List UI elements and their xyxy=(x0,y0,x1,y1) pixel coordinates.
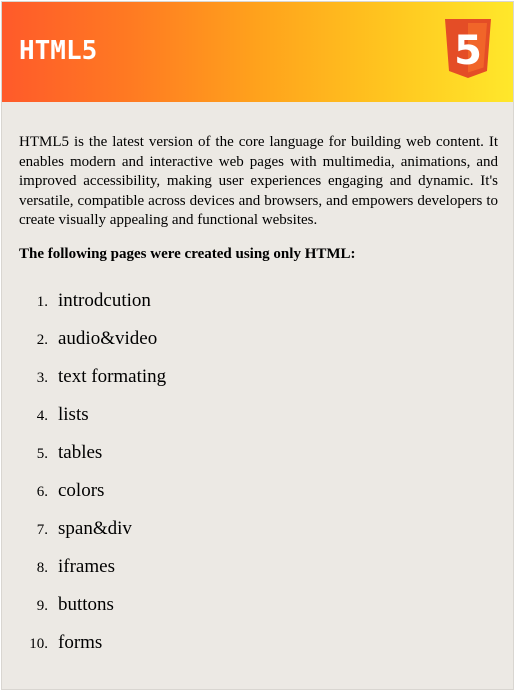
list-item[interactable]: 10. forms xyxy=(19,624,498,662)
list-item[interactable]: 9. buttons xyxy=(19,586,498,624)
list-item-number: 6. xyxy=(36,483,48,500)
list-item-number: 7. xyxy=(36,521,48,538)
list-item-label[interactable]: colors xyxy=(58,479,105,501)
list-item-number: 3. xyxy=(36,369,48,386)
list-item[interactable]: 4. lists xyxy=(19,396,498,434)
list-item-number: 8. xyxy=(36,559,48,576)
list-item[interactable]: 1. introdcution xyxy=(19,282,498,320)
list-item-label[interactable]: buttons xyxy=(58,593,114,615)
html5-logo-digit: 5 xyxy=(454,28,482,74)
list-item-number: 10. xyxy=(29,635,48,652)
list-item-label[interactable]: iframes xyxy=(58,555,115,577)
list-item[interactable]: 6. colors xyxy=(19,472,498,510)
pages-heading: The following pages were created using o… xyxy=(19,245,356,262)
list-item-number: 5. xyxy=(36,445,48,462)
list-item-label[interactable]: tables xyxy=(58,441,103,463)
list-item[interactable]: 5. tables xyxy=(19,434,498,472)
intro-paragraph: HTML5 is the latest version of the core … xyxy=(19,134,498,228)
page-title: HTML5 xyxy=(19,36,98,66)
list-item-label[interactable]: forms xyxy=(58,631,103,653)
pages-list: 1. introdcution 2. audio&video 3. text form… xyxy=(19,282,498,662)
list-item[interactable]: 7. span&div xyxy=(19,510,498,548)
list-item-label[interactable]: introdcution xyxy=(58,289,151,311)
list-item-label[interactable]: audio&video xyxy=(58,327,158,349)
list-item-number: 9. xyxy=(36,597,48,614)
list-item-number: 2. xyxy=(36,331,48,348)
html5-logo-icon: 5 xyxy=(445,19,491,78)
list-item[interactable]: 8. iframes xyxy=(19,548,498,586)
list-item-number: 1. xyxy=(36,293,48,310)
page-header: HTML5 5 xyxy=(2,2,513,102)
list-item[interactable]: 3. text formating xyxy=(19,358,498,396)
main-content: HTML5 is the latest version of the core … xyxy=(19,133,498,662)
list-item-number: 4. xyxy=(36,407,48,424)
list-item-label[interactable]: lists xyxy=(58,403,89,425)
list-item[interactable]: 2. audio&video xyxy=(19,320,498,358)
list-item-label[interactable]: text formating xyxy=(58,365,167,387)
list-item-label[interactable]: span&div xyxy=(58,517,132,539)
